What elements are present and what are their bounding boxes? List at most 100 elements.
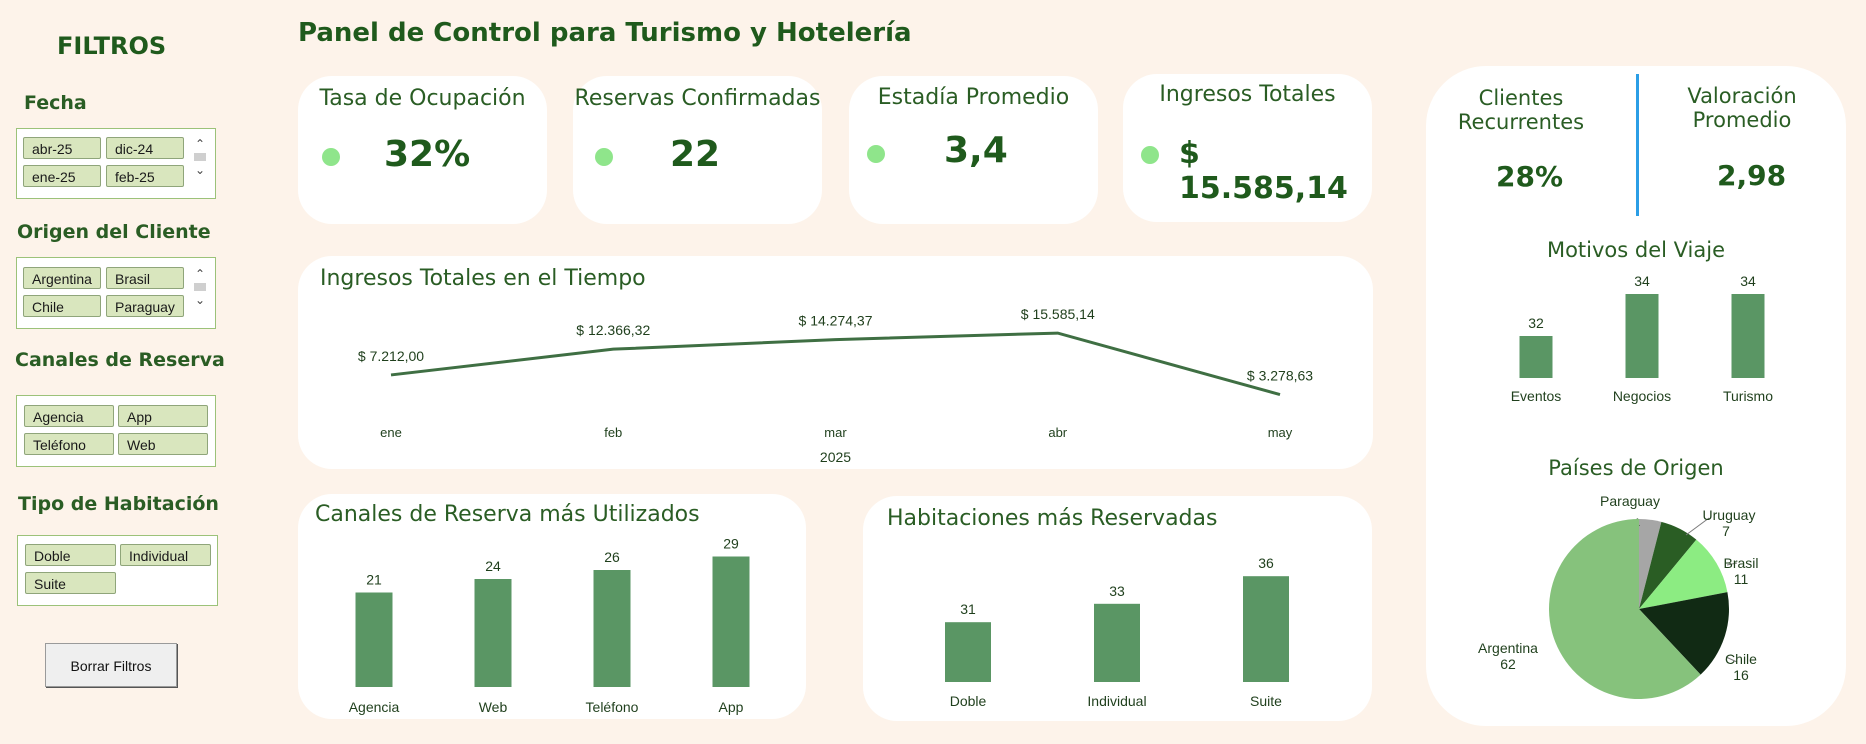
x-tick-label: ene: [380, 425, 402, 440]
data-label: $ 14.274,37: [799, 313, 873, 329]
card-canales-reserva: Canales de Reserva más Utilizados 21 Agen…: [298, 494, 806, 719]
slicer-item-app[interactable]: App: [118, 405, 208, 427]
pie-slice: [1549, 519, 1701, 699]
slicer-item-dic-24[interactable]: dic-24: [106, 137, 184, 159]
data-label: 33: [1109, 583, 1125, 599]
slicer-item-web[interactable]: Web: [118, 433, 208, 455]
x-tick-label: Negocios: [1613, 388, 1671, 404]
slicer-item-brasil[interactable]: Brasil: [106, 267, 184, 289]
slicer-scrollbar[interactable]: ⌃ ⌄: [191, 137, 209, 191]
bar: [1243, 576, 1289, 682]
x-tick-label: Suite: [1250, 693, 1282, 709]
x-tick-label: mar: [824, 425, 847, 440]
x-tick-label: Doble: [950, 693, 987, 709]
scroll-down-icon[interactable]: ⌄: [194, 163, 206, 177]
leader-line: [1685, 517, 1710, 536]
data-label: $ 7.212,00: [358, 348, 424, 364]
data-label: $ 15.585,14: [1021, 306, 1095, 322]
kpi-label: Estadía Promedio: [877, 85, 1070, 110]
slice-label: Chile: [1725, 651, 1757, 667]
x-tick-label: Eventos: [1511, 388, 1562, 404]
chart-title: Motivos del Viaje: [1546, 238, 1726, 262]
series-line: [390, 331, 1281, 397]
slice-value: 16: [1733, 667, 1749, 683]
data-label: 34: [1740, 273, 1756, 289]
filters-title: FILTROS: [57, 32, 167, 60]
filter-label-canales: Canales de Reserva: [15, 349, 225, 371]
slice-label: Paraguay: [1600, 493, 1660, 509]
card-ingresos-tiempo: Ingresos Totales en el Tiempo $ 7.212,00…: [298, 256, 1373, 469]
pie-slice: [1639, 521, 1697, 609]
clear-filters-button[interactable]: Borrar Filtros: [45, 643, 177, 687]
bar: [712, 556, 750, 687]
scroll-thumb[interactable]: [194, 153, 206, 161]
slicer-fecha: abr-25 dic-24 ene-25 feb-25 ⌃ ⌄: [16, 128, 216, 199]
slice-label: Uruguay: [1703, 507, 1756, 523]
filter-label-origen: Origen del Cliente: [17, 221, 211, 243]
slicer-item-individual[interactable]: Individual: [120, 544, 211, 566]
slicer-item-doble[interactable]: Doble: [25, 544, 116, 566]
chart-title: Ingresos Totales en el Tiempo: [320, 266, 646, 291]
data-label: $ 12.366,32: [576, 322, 650, 338]
bar-chart-habitaciones: 31 Doble 33 Individual 36 Suite: [945, 555, 1289, 709]
scroll-up-icon[interactable]: ⌃: [194, 267, 206, 281]
filter-label-fecha: Fecha: [24, 92, 87, 114]
kpi-label: Ingresos Totales: [1159, 82, 1336, 107]
kpi-label: Reservas Confirmadas: [574, 86, 821, 111]
slicer-item-paraguay[interactable]: Paraguay: [106, 295, 184, 317]
x-tick-label: Web: [479, 699, 508, 715]
x-tick-label: Individual: [1087, 693, 1146, 709]
x-tick-label: Teléfono: [586, 699, 639, 715]
kpi-label-valoracion: Valoración Promedio: [1687, 84, 1797, 132]
scroll-down-icon[interactable]: ⌄: [194, 293, 206, 307]
kpi-card-estadia: Estadía Promedio 3,4: [849, 76, 1098, 224]
kpi-card-ingresos: Ingresos Totales $ 15.585,14: [1123, 74, 1372, 222]
right-panel: Clientes Recurrentes 28% Valoración Prom…: [1426, 66, 1846, 726]
bar-chart-canales: 21 Agencia 24 Web 26 Teléfono 29 App: [349, 536, 750, 715]
chart-title: Habitaciones más Reservadas: [887, 506, 1218, 531]
status-dot-icon: [1141, 146, 1159, 164]
leader-line: [1725, 656, 1738, 663]
bar: [593, 570, 631, 687]
slicer-item-telefono[interactable]: Teléfono: [24, 433, 114, 455]
slicer-item-ene-25[interactable]: ene-25: [23, 165, 101, 187]
slice-value: 11: [1734, 571, 1749, 587]
scroll-thumb[interactable]: [194, 283, 206, 291]
x-tick-label: App: [719, 699, 744, 715]
slicer-scrollbar[interactable]: ⌃ ⌄: [191, 267, 209, 321]
slicer-origen: Argentina Brasil Chile Paraguay ⌃ ⌄: [16, 257, 216, 329]
pie-chart-paises: Paraguay4Uruguay7Brasil11Chile16Argentin…: [1478, 493, 1759, 699]
data-label: 36: [1258, 555, 1274, 571]
data-label: 32: [1528, 315, 1544, 331]
chart-title: Países de Origen: [1548, 456, 1724, 480]
slicer-item-suite[interactable]: Suite: [25, 572, 116, 594]
slicer-canales: Agencia App Teléfono Web: [16, 395, 216, 467]
x-tick-label: may: [1268, 425, 1293, 440]
data-label: 21: [366, 572, 382, 588]
slice-value: 62: [1500, 656, 1516, 672]
kpi-value-valoracion: 2,98: [1717, 159, 1787, 192]
slicer-item-argentina[interactable]: Argentina: [23, 267, 101, 289]
slicer-item-chile[interactable]: Chile: [23, 295, 101, 317]
data-label: 29: [723, 536, 739, 552]
bar: [1731, 294, 1765, 378]
bar: [1625, 294, 1659, 378]
scroll-up-icon[interactable]: ⌃: [194, 137, 206, 151]
pie-slice: [1639, 519, 1662, 609]
kpi-card-ocupacion: Tasa de Ocupación 32%: [298, 76, 547, 224]
pie-slice: [1639, 539, 1728, 609]
data-label: 26: [604, 549, 620, 565]
kpi-value: 3,4: [944, 130, 1008, 171]
kpi-value: 22: [670, 134, 721, 175]
slice-label: Argentina: [1478, 640, 1538, 656]
bar: [1094, 603, 1140, 682]
data-label: 34: [1634, 273, 1650, 289]
card-habitaciones: Habitaciones más Reservadas 31 Doble 33 Ind…: [863, 496, 1372, 721]
data-label: $ 3.278,63: [1247, 368, 1313, 384]
bar: [945, 622, 991, 682]
kpi-value: 32%: [384, 134, 471, 175]
slicer-item-feb-25[interactable]: feb-25: [106, 165, 184, 187]
slicer-item-abr-25[interactable]: abr-25: [23, 137, 101, 159]
slice-label: Brasil: [1723, 555, 1758, 571]
slicer-item-agencia[interactable]: Agencia: [24, 405, 114, 427]
